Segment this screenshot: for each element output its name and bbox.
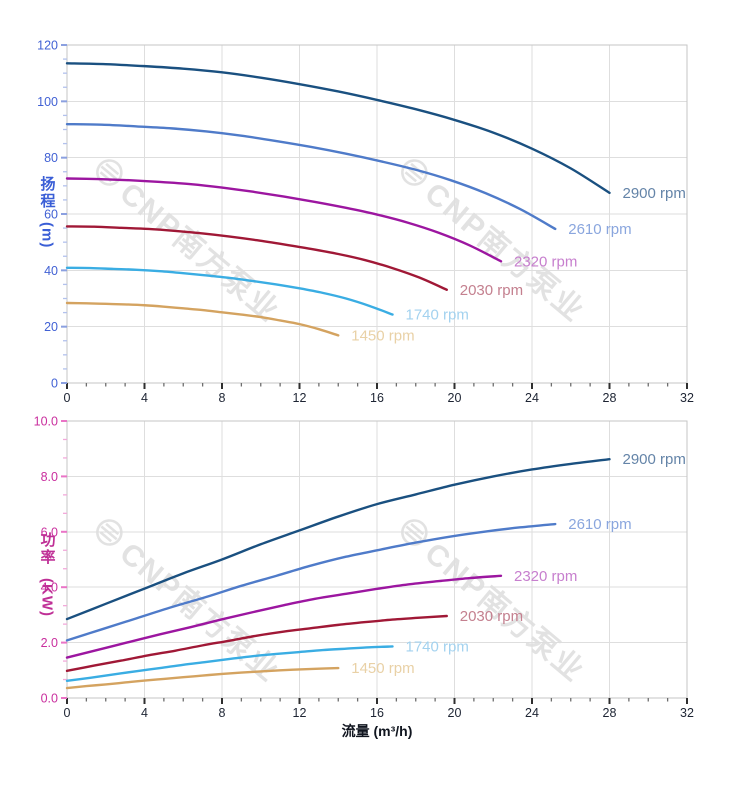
curve-1740-rpm	[65, 266, 394, 316]
curve-1740-rpm	[65, 645, 394, 683]
curve-2320-rpm	[65, 574, 503, 659]
x-tick-label: 0	[64, 391, 71, 405]
y-tick-label: 60	[44, 208, 58, 222]
x-tick-label: 24	[525, 391, 539, 405]
x-tick-label: 32	[680, 706, 694, 720]
power-y-axis-unit: (KW)	[38, 578, 56, 618]
curve-2610-rpm	[65, 122, 557, 231]
curve-2030-rpm	[65, 614, 448, 673]
curve-2900-rpm	[65, 62, 611, 195]
x-tick-label: 8	[219, 391, 226, 405]
y-tick-label: 20	[44, 320, 58, 334]
x-tick-label: 28	[603, 706, 617, 720]
head-y-axis-unit: (m)	[38, 222, 56, 249]
curve-label-2610-rpm: 2610 rpm	[568, 516, 631, 533]
y-tick-label: 4.0	[41, 581, 58, 595]
x-tick-label: 16	[370, 706, 384, 720]
curve-label-2900-rpm: 2900 rpm	[623, 185, 686, 202]
curve-2900-rpm	[65, 458, 611, 621]
x-tick-label: 16	[370, 391, 384, 405]
y-tick-label: 8.0	[41, 470, 58, 484]
y-tick-label: 0	[51, 377, 58, 391]
power-y-axis-title-text: 功率	[38, 532, 56, 566]
x-tick-label: 32	[680, 391, 694, 405]
curve-2030-rpm	[65, 225, 448, 291]
x-tick-label: 12	[293, 706, 307, 720]
y-tick-label: 0.0	[41, 692, 58, 706]
y-tick-label: 2.0	[41, 636, 58, 650]
x-tick-label: 12	[293, 391, 307, 405]
y-tick-label: 80	[44, 151, 58, 165]
y-tick-label: 100	[37, 95, 58, 109]
chart-head-vs-flow: 0 4 8 12 16 20 24 28 32 0 20 40 60 80 100 120 2900 rpm 26…	[37, 39, 694, 406]
curve-label-1740-rpm: 1740 rpm	[406, 638, 469, 655]
y-tick-label: 120	[37, 39, 58, 53]
curve-label-2320-rpm: 2320 rpm	[514, 568, 577, 585]
curve-1450-rpm	[65, 301, 340, 337]
x-tick-label: 4	[141, 391, 148, 405]
x-tick-label: 24	[525, 706, 539, 720]
head-y-axis-title-text: 扬程	[38, 176, 56, 210]
x-tick-label: 28	[603, 391, 617, 405]
x-tick-label: 8	[219, 706, 226, 720]
power-y-axis-title: 功率 (KW)	[38, 532, 56, 618]
chart-power-vs-flow: 0 4 8 12 16 20 24 28 32 0.0 2.0 4.0 6.0 8.0 10.0 2900 r…	[34, 415, 694, 721]
y-tick-label: 6.0	[41, 525, 58, 539]
x-tick-label: 0	[64, 706, 71, 720]
x-tick-label: 20	[448, 391, 462, 405]
head-y-axis-title: 扬程 (m)	[38, 176, 56, 249]
x-tick-label: 4	[141, 706, 148, 720]
curve-1450-rpm	[65, 666, 340, 690]
curve-label-1740-rpm: 1740 rpm	[406, 307, 469, 324]
curve-label-2900-rpm: 2900 rpm	[623, 451, 686, 468]
x-axis-title: 流量 (m³/h)	[341, 723, 413, 739]
y-tick-label: 10.0	[34, 415, 58, 429]
curve-label-1450-rpm: 1450 rpm	[351, 327, 414, 344]
curve-2320-rpm	[65, 177, 503, 263]
curve-label-2320-rpm: 2320 rpm	[514, 253, 577, 270]
curve-label-2030-rpm: 2030 rpm	[460, 608, 523, 625]
y-tick-label: 40	[44, 264, 58, 278]
curve-2610-rpm	[65, 522, 557, 642]
curve-label-1450-rpm: 1450 rpm	[351, 660, 414, 677]
curve-label-2030-rpm: 2030 rpm	[460, 282, 523, 299]
x-tick-label: 20	[448, 706, 462, 720]
curve-label-2610-rpm: 2610 rpm	[568, 221, 631, 238]
